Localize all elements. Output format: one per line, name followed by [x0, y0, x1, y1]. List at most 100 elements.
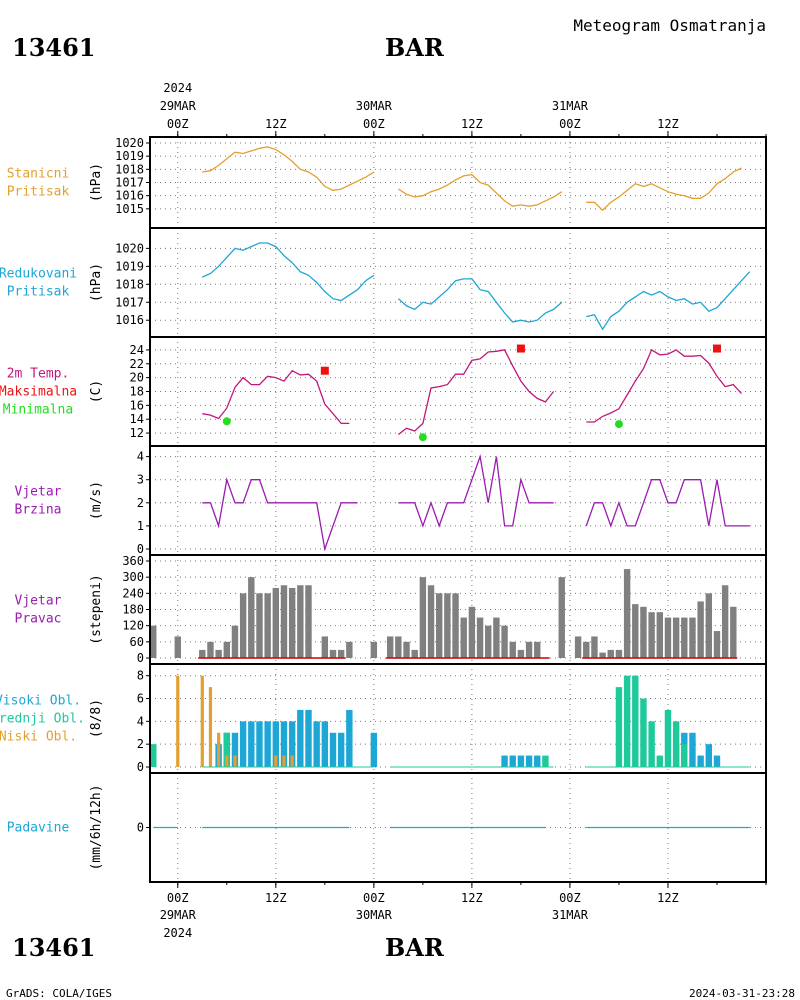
direction-bar — [705, 593, 713, 658]
series-line — [202, 242, 375, 302]
y-tick-label: 12 — [130, 426, 144, 440]
high-cloud-bar — [705, 744, 713, 767]
mid-cloud-bar — [223, 732, 230, 767]
series-line — [397, 278, 563, 323]
y-tick-label: 1017 — [115, 295, 144, 309]
panel-frame — [149, 445, 767, 556]
direction-bar — [419, 577, 427, 658]
panel-label: 2m Temp. — [7, 367, 70, 382]
panel-label: Niski Obl. — [0, 730, 77, 745]
grid-layer — [150, 137, 766, 882]
y-tick-label: 3 — [137, 473, 144, 487]
direction-bar — [346, 641, 353, 658]
max-temp-marker — [320, 366, 329, 375]
y-tick-label: 6 — [137, 692, 144, 706]
min-temp-marker — [614, 420, 623, 429]
high-cloud-bar — [288, 721, 296, 767]
panel-frame — [149, 136, 767, 229]
direction-bar — [713, 631, 721, 658]
y-tick-label: 14 — [130, 412, 144, 426]
direction-bar — [215, 649, 222, 658]
direction-bar — [534, 641, 541, 658]
direction-bar — [305, 585, 312, 658]
series-line — [398, 173, 563, 207]
y-tick-label: 1020 — [115, 136, 144, 150]
y-tick-label: 1018 — [115, 277, 144, 291]
panel-label: Srednji Obl. — [0, 712, 85, 727]
low-cloud-bar — [274, 755, 278, 767]
high-cloud-bar — [272, 721, 280, 767]
direction-bar — [640, 606, 647, 658]
mid-cloud-bar — [623, 675, 631, 767]
y-tick-label: 1019 — [115, 259, 144, 273]
high-cloud-bar — [697, 755, 704, 767]
y-tick-label: 1 — [137, 519, 144, 533]
series-line — [586, 271, 751, 331]
low-cloud-bar — [200, 675, 204, 767]
mid-cloud-bar — [615, 687, 623, 767]
direction-bar — [386, 636, 394, 658]
mid-cloud-bar — [672, 721, 680, 767]
high-cloud-bar — [297, 709, 304, 767]
y-tick-label: 1017 — [115, 176, 144, 190]
high-cloud-bar — [346, 709, 353, 767]
direction-bar — [256, 593, 263, 658]
station-name-top: BAR — [385, 33, 445, 62]
direction-bar — [623, 569, 631, 658]
y-tick-label: 0 — [137, 651, 144, 665]
time-tick-top-date: 29MAR — [160, 99, 197, 113]
footer-credit: GrADS: COLA/IGES — [6, 987, 112, 1000]
series-line — [202, 477, 358, 552]
direction-bar — [231, 625, 239, 658]
panel-label: Pravac — [15, 612, 62, 627]
direction-bar — [329, 649, 337, 658]
direction-bar — [574, 636, 582, 658]
direction-bar — [452, 593, 459, 658]
direction-bar — [223, 641, 230, 658]
y-tick-label: 1018 — [115, 162, 144, 176]
station-id-top: 13461 — [12, 33, 96, 62]
y-tick-label: 60 — [130, 635, 144, 649]
time-tick-bottom-hour: 00Z — [363, 891, 385, 905]
y-tick-label: 8 — [137, 669, 144, 683]
high-cloud-bar — [256, 721, 263, 767]
y-tick-label: 2 — [137, 496, 144, 510]
panel-label: Padavine — [7, 821, 70, 836]
station-name-bottom: BAR — [385, 933, 445, 962]
direction-bar — [411, 649, 418, 658]
footer-timestamp: 2024-03-31-23:28 — [689, 987, 795, 1000]
high-cloud-bar — [264, 721, 271, 767]
direction-bar — [460, 617, 467, 658]
mid-cloud-bar — [640, 698, 647, 767]
y-axis-label: (mm/6h/12h) — [89, 784, 104, 870]
mid-cloud-bar — [542, 755, 549, 767]
direction-bar — [321, 636, 329, 658]
time-tick-bottom-hour: 00Z — [167, 891, 189, 905]
station-id-bottom: 13461 — [12, 933, 96, 962]
panel-label: Pritisak — [7, 285, 70, 300]
chart-title: Meteogram Osmatranja — [573, 16, 766, 35]
min-temp-marker — [222, 417, 231, 426]
y-tick-label: 300 — [122, 570, 144, 584]
direction-bar — [664, 617, 672, 658]
direction-bar — [436, 593, 443, 658]
direction-bar — [632, 604, 639, 658]
panel-frame — [149, 336, 767, 447]
direction-bar — [337, 649, 345, 658]
series-line — [586, 348, 742, 423]
direction-bar — [599, 652, 606, 658]
data-layer — [150, 146, 751, 829]
low-cloud-bar — [233, 755, 237, 767]
mid-cloud-bar — [681, 744, 688, 767]
direction-bar — [476, 617, 484, 658]
direction-bar — [288, 587, 296, 658]
low-cloud-bar — [225, 755, 229, 767]
high-cloud-bar — [517, 755, 525, 767]
high-cloud-bar — [689, 732, 696, 767]
y-tick-label: 0 — [137, 542, 144, 556]
series-line — [586, 167, 742, 212]
high-cloud-bar — [321, 721, 329, 767]
y-axis-label: (hPa) — [89, 163, 104, 202]
mid-cloud-bar — [656, 755, 663, 767]
